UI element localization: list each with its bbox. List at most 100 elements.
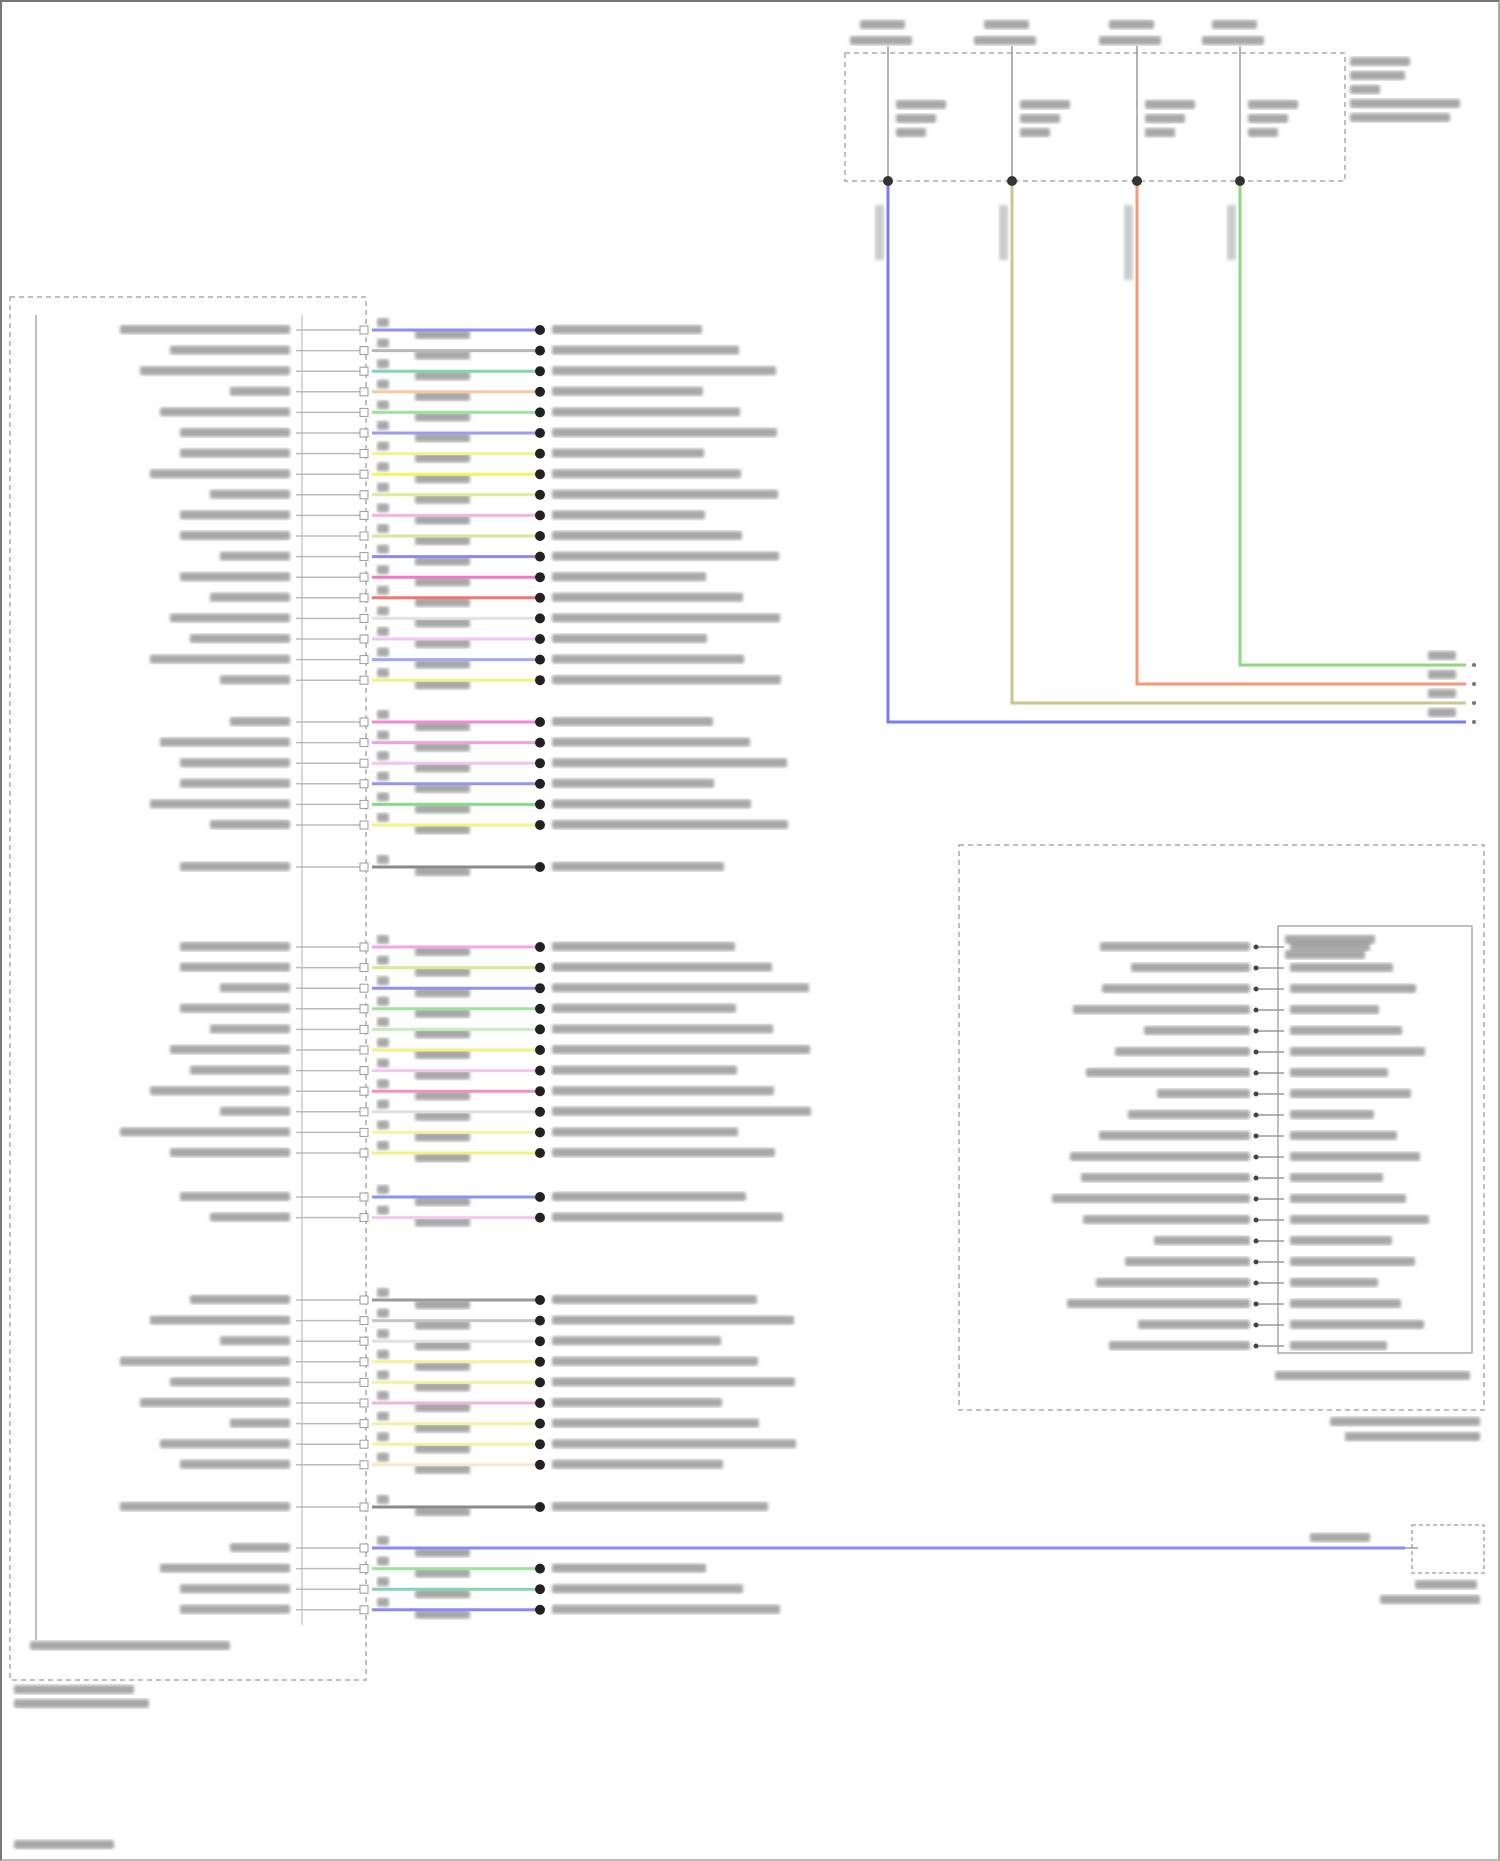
pin-number xyxy=(377,1058,389,1068)
wire-color-label xyxy=(999,205,1008,260)
destination-system-label xyxy=(552,613,780,623)
wire-color-code xyxy=(415,1444,470,1454)
pin-number xyxy=(377,792,389,802)
pin-function-label xyxy=(210,1024,290,1034)
pin-arrow xyxy=(1253,1007,1259,1013)
pin-function-label xyxy=(180,1003,290,1013)
pin-function-label xyxy=(160,1439,290,1449)
connector-pin xyxy=(359,799,369,809)
pin-destination-label xyxy=(1070,1152,1250,1161)
pin-arrow xyxy=(1253,965,1259,971)
pin-function-label xyxy=(120,1502,290,1511)
wire-destination-dot xyxy=(535,1106,545,1117)
wire-destination-dot xyxy=(535,510,545,521)
wire-destination-dot xyxy=(535,983,545,994)
fuse-block-label xyxy=(1350,57,1410,66)
fuse-label xyxy=(1020,100,1070,109)
wire-destination-dot xyxy=(535,1584,545,1595)
pin-function-label xyxy=(1290,1026,1402,1035)
pin-arrow xyxy=(1253,1322,1259,1328)
pin-number xyxy=(377,400,389,410)
connector-pin xyxy=(359,449,369,459)
component-outline xyxy=(1411,1524,1485,1574)
pin-number xyxy=(377,1370,389,1380)
component-label xyxy=(1415,1580,1477,1589)
pin-number xyxy=(377,1349,389,1359)
pin-function-label xyxy=(120,1356,290,1366)
right-connector-label xyxy=(1285,950,1365,959)
fuse-label xyxy=(1248,128,1278,137)
fuse-label xyxy=(896,128,926,137)
wire-color-code xyxy=(415,330,470,339)
wire-color-code xyxy=(415,391,470,401)
pin-function-label xyxy=(120,1127,290,1137)
connector-pin xyxy=(359,758,369,768)
pin-function-label xyxy=(180,1584,290,1594)
pin-function-label xyxy=(220,1106,290,1116)
wire-destination-dot xyxy=(535,1563,545,1574)
destination-system-label xyxy=(552,428,777,437)
wire-destination-dot xyxy=(535,634,545,644)
fuse-power-label xyxy=(984,20,1029,29)
pin-number xyxy=(377,1079,389,1089)
connector-pin xyxy=(359,942,369,952)
wire-color-code xyxy=(415,1300,470,1309)
pin-arrow xyxy=(1253,1259,1259,1265)
pin-function-label xyxy=(170,613,290,623)
wire-color-code xyxy=(415,412,470,422)
pin-function-label xyxy=(190,634,290,643)
pin-function-label xyxy=(1290,1131,1397,1140)
pin-function-label xyxy=(190,1065,290,1075)
pin-function-label xyxy=(120,325,290,334)
fuse-block-label xyxy=(1350,99,1460,108)
pin-function-label xyxy=(230,717,290,726)
pin-function-label xyxy=(1290,1005,1379,1014)
connector-pin xyxy=(359,1066,369,1076)
pin-arrow xyxy=(1253,1154,1259,1160)
wire-color-code xyxy=(415,1589,470,1599)
pin-function-label xyxy=(1290,1152,1420,1161)
connector-pin xyxy=(359,655,369,665)
fuse-output-wire xyxy=(1135,186,1466,686)
wire-destination-dot xyxy=(535,407,545,418)
pin-function-label xyxy=(180,448,290,458)
wire-color-code xyxy=(415,1382,470,1392)
wire-destination-dot xyxy=(535,758,545,769)
destination-system-label xyxy=(552,1502,768,1511)
connector-pin xyxy=(359,469,369,479)
connector-pin xyxy=(359,779,369,789)
pin-number xyxy=(377,1185,389,1194)
wire-destination-dot xyxy=(535,531,545,541)
pin-destination-label xyxy=(1052,1194,1250,1203)
wire-destination-dot xyxy=(535,942,545,952)
wire-destination-dot xyxy=(535,386,545,397)
connector-pin xyxy=(359,1024,369,1034)
wire-destination-dot xyxy=(535,489,545,500)
pin-function-label xyxy=(210,489,290,499)
splice-dot xyxy=(883,176,893,186)
wire-color-code xyxy=(415,988,470,998)
connector-pin xyxy=(359,1605,369,1615)
wire-destination-dot xyxy=(535,572,545,583)
wire-color-code xyxy=(415,947,470,956)
pin-destination-label xyxy=(1099,1131,1250,1140)
splice-dot xyxy=(1132,176,1142,186)
pin-destination-label xyxy=(1131,963,1250,972)
pin-number xyxy=(377,668,389,678)
pin-function-label xyxy=(1290,942,1370,951)
pin-function-label xyxy=(220,1336,290,1346)
pin-function-label xyxy=(150,469,290,479)
pin-function-label xyxy=(170,345,290,355)
pin-number xyxy=(377,996,389,1006)
connector-pin xyxy=(359,366,369,376)
pin-function-label xyxy=(1290,1089,1411,1098)
wire-color-code xyxy=(415,825,470,834)
left-module-name xyxy=(30,1641,230,1650)
pin-arrow xyxy=(1253,1196,1259,1202)
connector-pin xyxy=(359,862,369,872)
wire-color-label xyxy=(1227,205,1236,260)
pin-function-label xyxy=(1290,1173,1383,1182)
wire-destination-dot xyxy=(535,820,545,830)
pin-function-label xyxy=(180,1459,290,1469)
pin-arrow xyxy=(1253,1133,1259,1139)
